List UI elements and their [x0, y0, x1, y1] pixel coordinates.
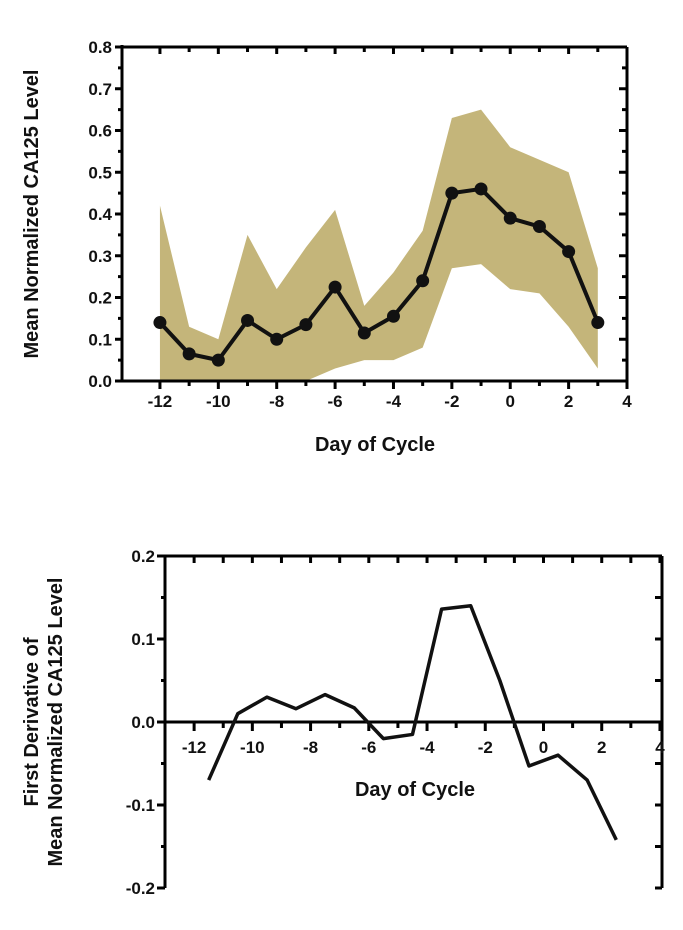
x-tick-label: -10: [206, 392, 231, 411]
x-tick-label: -6: [361, 738, 376, 757]
mean-point: [153, 316, 167, 330]
mean-point: [474, 182, 488, 196]
bottom-x-axis-label: Day of Cycle: [355, 779, 475, 801]
mean-line: [158, 186, 600, 363]
y-tick-label: 0.1: [131, 630, 155, 649]
top-y-axis-label: Mean Normalized CA125 Level: [21, 70, 43, 359]
mean-point: [211, 353, 225, 367]
x-tick-label: -2: [478, 738, 493, 757]
x-tick-label: -4: [386, 392, 402, 411]
mean-point: [386, 309, 400, 323]
y-tick-label: 0.1: [88, 330, 112, 349]
mean-point: [591, 316, 605, 330]
x-tick-label: 0: [539, 738, 548, 757]
x-tick-label: -10: [240, 738, 265, 757]
confidence-band: [159, 109, 598, 381]
mean-point: [503, 211, 517, 225]
x-tick-label: -2: [444, 392, 459, 411]
y-tick-label: -0.1: [126, 796, 155, 815]
mean-point: [241, 313, 255, 327]
derivative-line: [207, 604, 618, 841]
x-tick-label: 0: [506, 392, 515, 411]
bottom-y-axis-label-line1: First Derivative of: [21, 637, 43, 806]
x-tick-label: -8: [269, 392, 284, 411]
x-tick-label: -8: [303, 738, 318, 757]
y-tick-label: 0.0: [88, 372, 112, 391]
x-tick-label: -4: [419, 738, 435, 757]
x-tick-label: -6: [328, 392, 343, 411]
y-tick-label: 0.4: [88, 205, 112, 224]
mean-point: [270, 332, 284, 346]
y-tick-label: 0.6: [88, 122, 112, 141]
x-tick-label: 2: [597, 738, 606, 757]
mean-point: [562, 245, 576, 259]
mean-point: [416, 274, 430, 288]
bottom-y-axis-label-line2: Mean Normalized CA125 Level: [45, 578, 67, 867]
mean-point: [532, 220, 546, 234]
x-tick-label: 2: [564, 392, 573, 411]
mean-point: [357, 326, 371, 340]
y-tick-label: 0.2: [88, 289, 112, 308]
mean-point: [328, 280, 342, 294]
x-tick-label: -12: [148, 392, 173, 411]
x-tick-label: -12: [182, 738, 207, 757]
mean-point: [445, 186, 459, 200]
y-tick-label: -0.2: [126, 879, 155, 898]
y-tick-label: 0.3: [88, 247, 112, 266]
y-tick-label: 0.7: [88, 80, 112, 99]
mean-point: [182, 347, 196, 361]
top-x-axis-label: Day of Cycle: [315, 434, 435, 456]
x-tick-label: 4: [655, 738, 665, 757]
y-tick-label: 0.2: [131, 547, 155, 566]
mean-point: [299, 318, 313, 332]
y-tick-label: 0.8: [88, 38, 112, 57]
x-tick-label: 4: [622, 392, 632, 411]
y-tick-label: 0.0: [131, 713, 155, 732]
y-tick-label: 0.5: [88, 163, 112, 182]
